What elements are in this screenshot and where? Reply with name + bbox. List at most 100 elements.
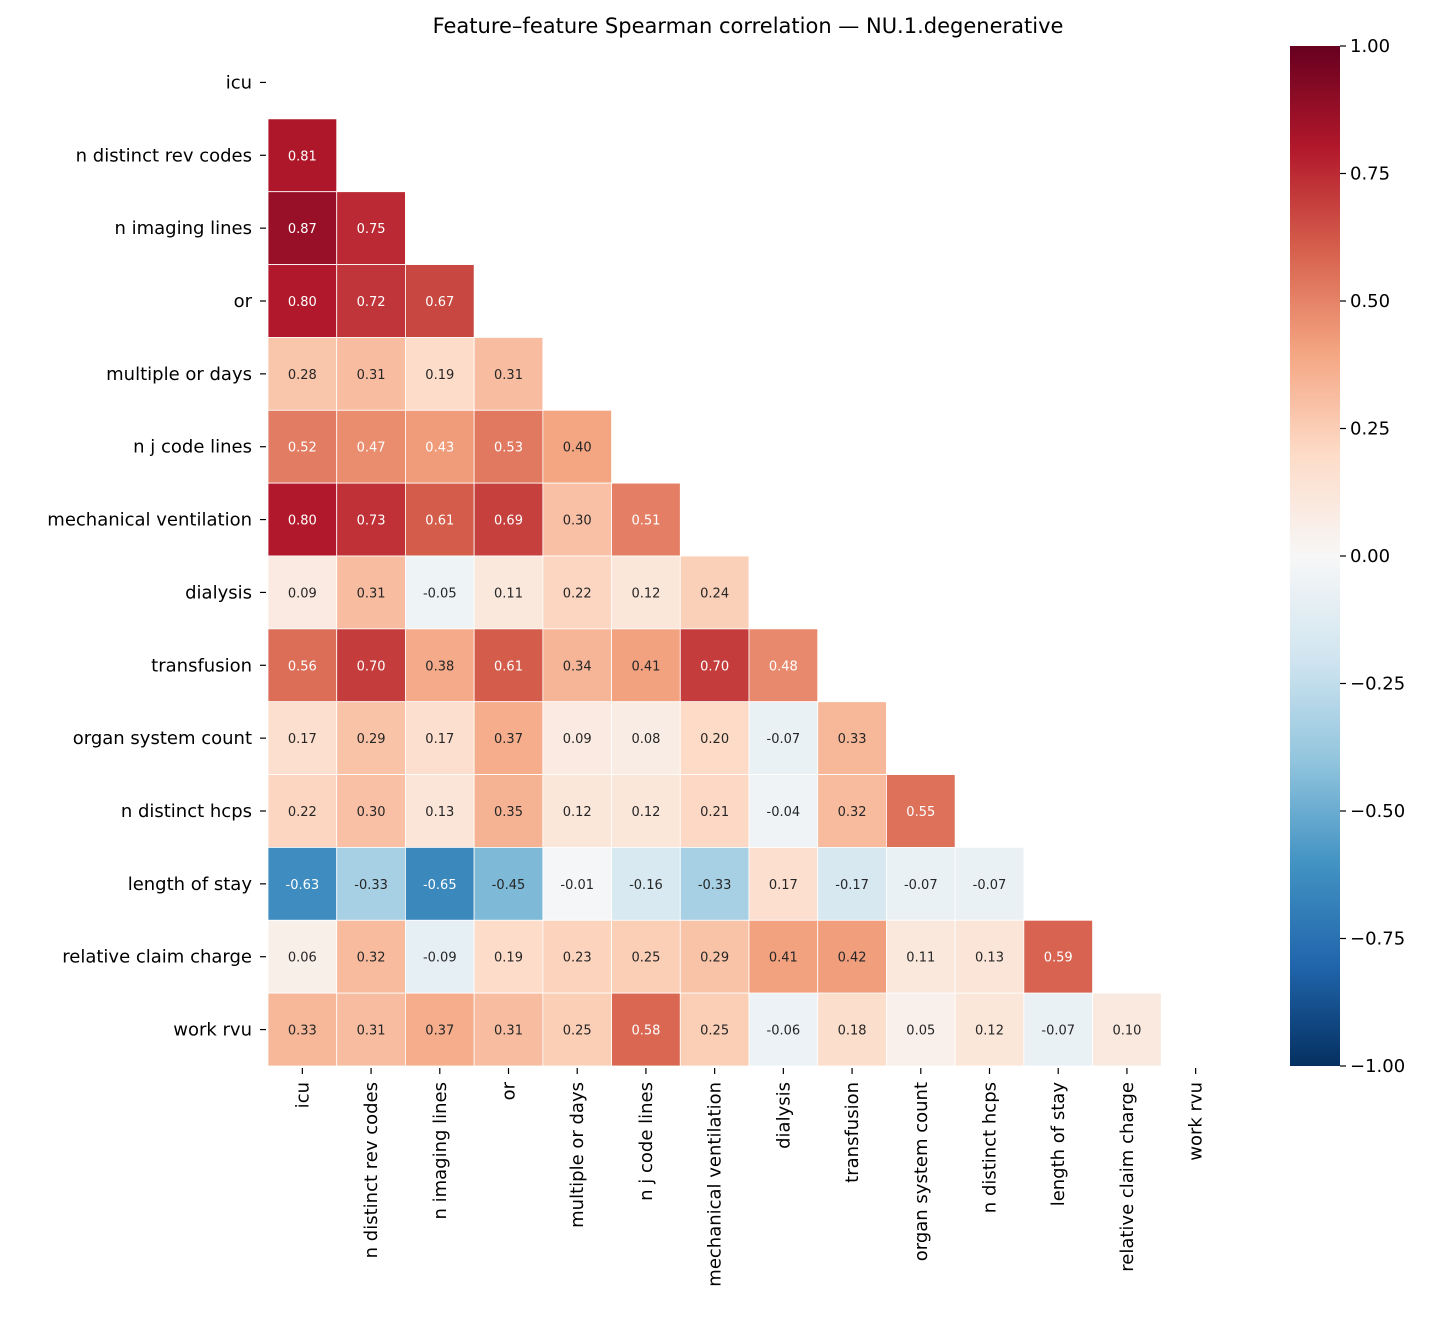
- cell-value-label: 0.53: [494, 441, 523, 456]
- cell-value-label: 0.87: [288, 222, 317, 237]
- cell-value-label: 0.25: [563, 1024, 592, 1039]
- heatmap-cell: [336, 482, 406, 557]
- cell-value-label: 0.41: [631, 659, 660, 674]
- heatmap-cell: [473, 337, 544, 411]
- y-tick-label: mechanical ventilation: [47, 510, 252, 531]
- heatmap-cell: [954, 919, 1025, 994]
- heatmap-cell: [267, 555, 338, 630]
- cell-value-label: 0.06: [288, 951, 317, 966]
- heatmap-cell: [336, 774, 406, 848]
- heatmap-cell: [954, 847, 1025, 921]
- cell-value-label: 0.40: [563, 441, 592, 456]
- x-tick-label: work rvu: [1186, 1082, 1207, 1161]
- heatmap-cell: [336, 191, 406, 265]
- heatmap-cell: [886, 919, 956, 994]
- x-tick-label: relative claim charge: [1117, 1082, 1138, 1272]
- cell-value-label: 0.17: [288, 732, 317, 747]
- cell-value-label: -0.16: [629, 878, 663, 893]
- cell-value-label: 0.41: [769, 951, 798, 966]
- cell-value-label: 0.19: [494, 951, 523, 966]
- cell-value-label: -0.33: [354, 878, 388, 893]
- heatmap-cell: [748, 774, 819, 848]
- cell-value-label: 0.20: [700, 732, 729, 747]
- y-tick-label: organ system count: [73, 728, 252, 749]
- cell-value-label: 0.33: [288, 1024, 317, 1039]
- cell-value-label: 0.05: [906, 1024, 935, 1039]
- colorbar-tick-label: −0.25: [1350, 674, 1405, 695]
- x-tick-label: or: [499, 1081, 520, 1100]
- cell-value-label: 0.81: [288, 149, 317, 164]
- cell-value-label: 0.12: [631, 586, 660, 601]
- cell-value-label: 0.59: [1044, 951, 1073, 966]
- cell-value-label: -0.33: [698, 878, 732, 893]
- x-tick-label: multiple or days: [567, 1082, 588, 1228]
- heatmap-cell: [886, 992, 956, 1067]
- heatmap-cell: [542, 482, 612, 557]
- y-tick-label: or: [234, 291, 253, 312]
- y-tick-label: n distinct rev codes: [76, 145, 252, 166]
- cell-value-label: 0.17: [769, 878, 798, 893]
- cell-value-label: -0.63: [286, 878, 320, 893]
- cell-value-label: 0.12: [631, 805, 660, 820]
- cell-value-label: 0.31: [357, 1024, 386, 1039]
- heatmap-cell: [405, 482, 475, 557]
- heatmap-cell: [267, 264, 338, 338]
- heatmap-cell: [405, 774, 475, 848]
- cell-value-label: 0.22: [288, 805, 317, 820]
- cell-value-label: 0.21: [700, 805, 729, 820]
- heatmap-cell: [267, 191, 338, 265]
- heatmap-cell: [679, 992, 750, 1067]
- cell-value-label: 0.13: [425, 805, 454, 820]
- cell-value-label: -0.09: [423, 951, 457, 966]
- cell-value-label: 0.10: [1112, 1024, 1141, 1039]
- cell-value-label: 0.67: [425, 295, 454, 310]
- colorbar-tick-label: 0.50: [1350, 291, 1390, 312]
- cell-value-label: 0.31: [357, 368, 386, 383]
- cell-value-label: 0.24: [700, 586, 729, 601]
- heatmap-cell: [336, 847, 406, 921]
- cell-value-label: 0.37: [494, 732, 523, 747]
- cell-value-label: 0.28: [288, 368, 317, 383]
- heatmap-cell: [267, 774, 338, 848]
- y-tick-label: n j code lines: [133, 437, 252, 458]
- cell-value-label: 0.52: [288, 441, 317, 456]
- heatmap-cell: [473, 919, 544, 994]
- heatmap-cell: [954, 992, 1025, 1067]
- colorbar-tick-label: 1.00: [1350, 36, 1390, 57]
- colorbar-tick-label: −0.75: [1350, 929, 1405, 950]
- cell-value-label: 0.70: [357, 659, 386, 674]
- cell-value-label: -0.07: [904, 878, 938, 893]
- y-tick-label: n distinct hcps: [121, 801, 252, 822]
- cell-value-label: 0.32: [357, 951, 386, 966]
- cell-value-label: -0.45: [492, 878, 526, 893]
- cell-value-label: 0.29: [700, 951, 729, 966]
- cell-value-label: 0.12: [975, 1024, 1004, 1039]
- heatmap-cell: [886, 774, 956, 848]
- colorbar-tick-label: 0.75: [1350, 164, 1390, 185]
- heatmap-cell: [679, 628, 750, 703]
- cell-value-label: -0.65: [423, 878, 457, 893]
- heatmap-cell: [611, 555, 681, 630]
- y-tick-label: transfusion: [151, 655, 252, 676]
- cell-value-label: 0.12: [563, 805, 592, 820]
- heatmap-cell: [611, 774, 681, 848]
- cell-value-label: 0.23: [563, 951, 592, 966]
- cell-value-label: 0.80: [288, 295, 317, 310]
- x-tick-label: n distinct rev codes: [361, 1082, 382, 1258]
- cell-value-label: 0.33: [838, 732, 867, 747]
- cell-value-label: 0.58: [631, 1024, 660, 1039]
- heatmap-cell: [817, 701, 887, 775]
- cell-value-label: 0.70: [700, 659, 729, 674]
- cell-value-label: 0.72: [357, 295, 386, 310]
- heatmap-cell: [336, 555, 406, 630]
- heatmap-cell: [748, 919, 819, 994]
- cell-value-label: 0.32: [838, 805, 867, 820]
- heatmap-cell: [542, 409, 612, 484]
- cell-value-label: 0.61: [494, 659, 523, 674]
- heatmap-cell: [473, 847, 544, 921]
- colorbar-gradient: [1290, 46, 1340, 1066]
- cell-value-label: -0.07: [973, 878, 1007, 893]
- colorbar: 1.00 0.75 0.50 0.25 0.00 −0.25 −0.50 −0.75 −1.00: [1290, 36, 1405, 1077]
- cell-value-label: 0.29: [357, 732, 386, 747]
- heatmap-cell: [473, 992, 544, 1067]
